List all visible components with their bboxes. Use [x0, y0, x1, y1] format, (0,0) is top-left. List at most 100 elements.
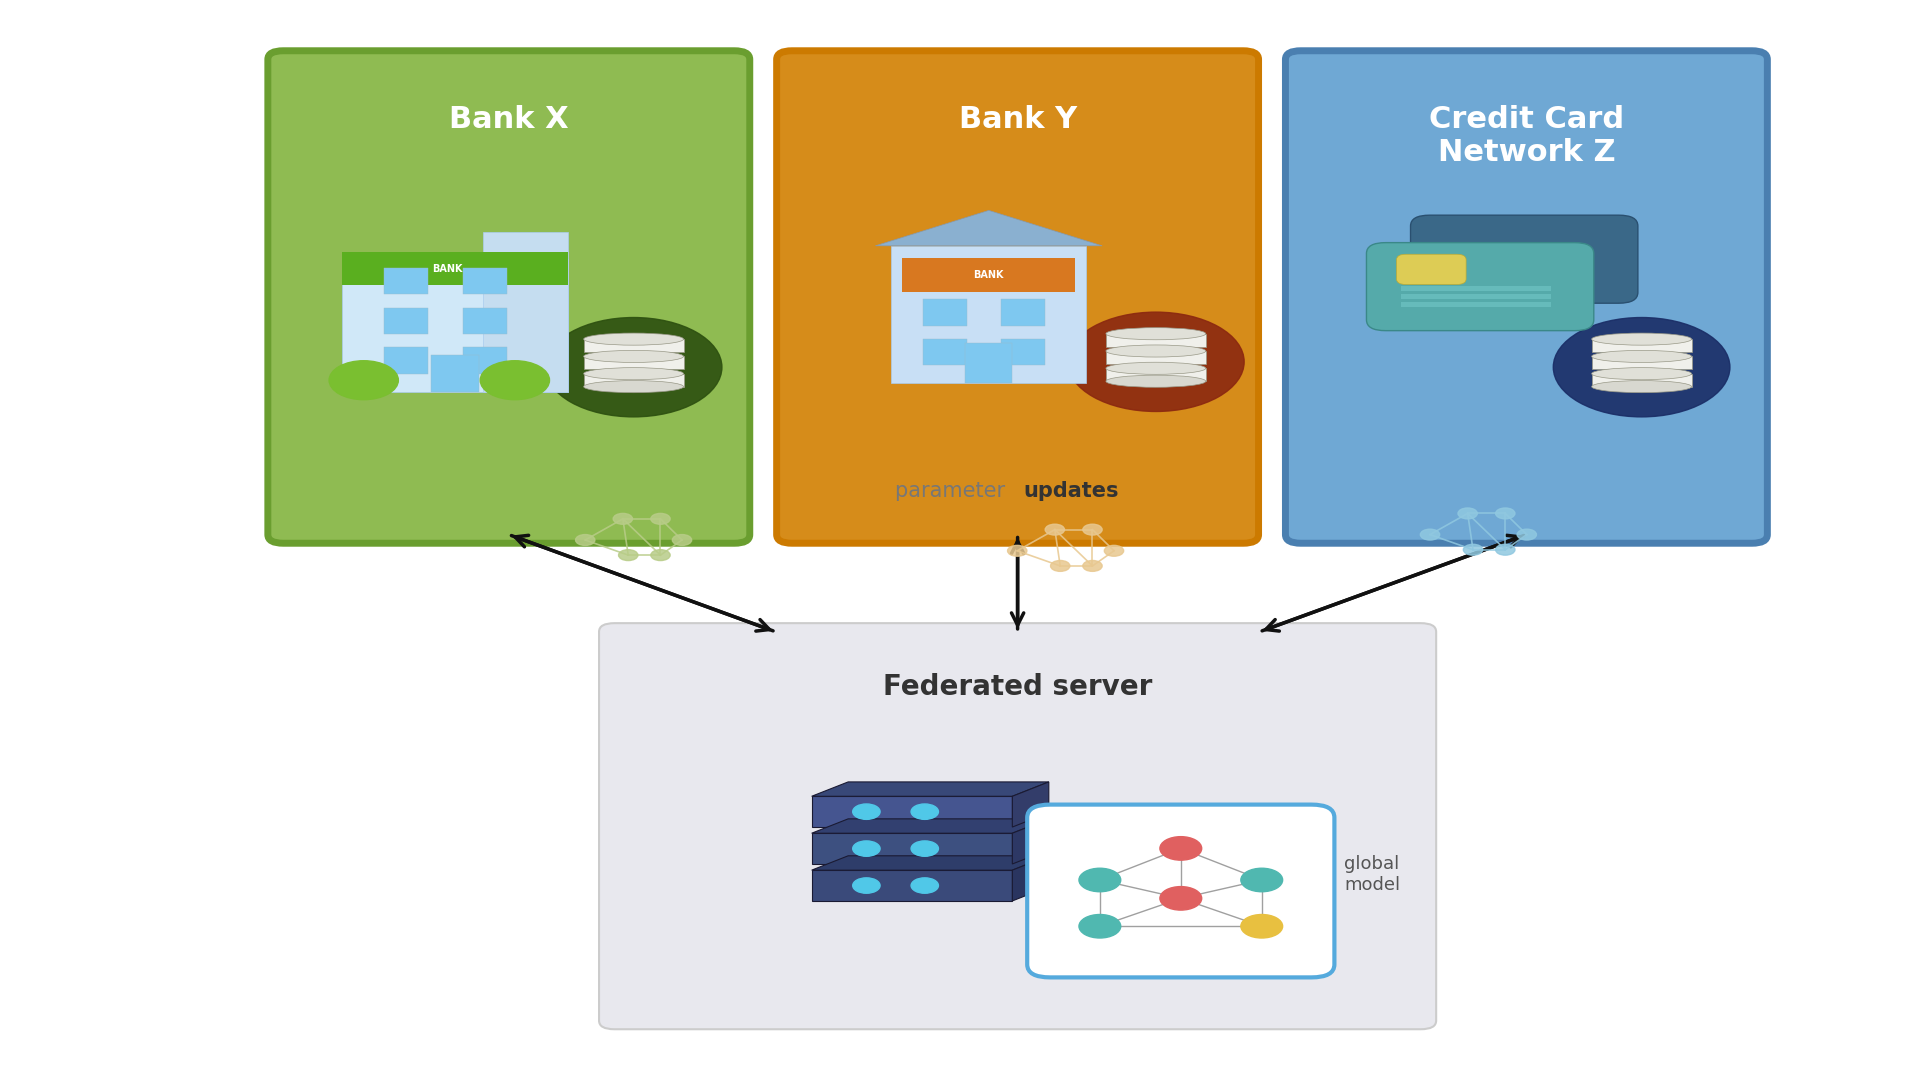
FancyBboxPatch shape [1286, 51, 1766, 543]
Circle shape [1083, 561, 1102, 571]
Circle shape [328, 361, 397, 400]
Bar [1106, 351, 1206, 364]
Circle shape [672, 535, 691, 545]
Bar [584, 356, 684, 369]
Ellipse shape [584, 350, 684, 363]
Ellipse shape [1592, 380, 1692, 393]
Circle shape [612, 513, 632, 524]
Polygon shape [1012, 819, 1048, 864]
Circle shape [1160, 837, 1202, 860]
Bar [812, 870, 1012, 901]
Circle shape [651, 513, 670, 524]
Ellipse shape [1106, 362, 1206, 375]
Bar [584, 339, 684, 352]
Circle shape [576, 535, 595, 545]
Circle shape [1463, 544, 1482, 555]
Circle shape [1457, 508, 1476, 518]
Ellipse shape [1592, 367, 1692, 380]
Bar [342, 252, 568, 285]
Circle shape [651, 550, 670, 561]
Bar [1402, 294, 1551, 298]
Text: Federated server: Federated server [883, 673, 1152, 701]
Bar [812, 834, 1012, 864]
Bar [1002, 299, 1046, 325]
Ellipse shape [1592, 333, 1692, 346]
Ellipse shape [584, 333, 684, 346]
Circle shape [852, 841, 879, 856]
Bar [463, 308, 507, 334]
Ellipse shape [1592, 350, 1692, 363]
Bar [463, 348, 507, 374]
Polygon shape [812, 855, 1048, 870]
Circle shape [1517, 529, 1536, 540]
Circle shape [1079, 868, 1121, 892]
Bar [924, 299, 968, 325]
Text: Bank Y: Bank Y [958, 105, 1077, 134]
Text: updates: updates [1023, 482, 1119, 501]
Polygon shape [876, 211, 1102, 246]
Circle shape [852, 804, 879, 820]
Circle shape [912, 841, 939, 856]
Circle shape [912, 878, 939, 893]
Bar [384, 348, 428, 374]
Circle shape [1553, 318, 1730, 417]
FancyBboxPatch shape [1396, 254, 1467, 284]
Bar [812, 796, 1012, 827]
Circle shape [1079, 915, 1121, 939]
Circle shape [1160, 887, 1202, 910]
FancyBboxPatch shape [269, 51, 749, 543]
FancyBboxPatch shape [1411, 215, 1638, 303]
Circle shape [1240, 915, 1283, 939]
Bar [966, 343, 1012, 383]
Bar [463, 268, 507, 295]
Bar [891, 246, 1087, 383]
Ellipse shape [1106, 345, 1206, 357]
Circle shape [1104, 545, 1123, 556]
Ellipse shape [584, 380, 684, 393]
Text: global
model: global model [1344, 855, 1400, 894]
Circle shape [545, 318, 722, 417]
Bar [1106, 368, 1206, 381]
Bar [384, 308, 428, 334]
Bar [342, 259, 568, 392]
Circle shape [1008, 545, 1027, 556]
Bar [1592, 356, 1692, 369]
Bar [1592, 374, 1692, 387]
Circle shape [1044, 524, 1064, 535]
Bar [384, 268, 428, 295]
Ellipse shape [1106, 327, 1206, 340]
Bar [1402, 286, 1551, 291]
Bar [432, 354, 478, 392]
Bar [924, 339, 968, 365]
Polygon shape [812, 819, 1048, 834]
Circle shape [1068, 312, 1244, 411]
Circle shape [618, 550, 637, 561]
Circle shape [1240, 868, 1283, 892]
FancyBboxPatch shape [776, 51, 1260, 543]
FancyBboxPatch shape [599, 623, 1436, 1029]
Circle shape [912, 804, 939, 820]
Polygon shape [1012, 782, 1048, 827]
Circle shape [1421, 529, 1440, 540]
Bar [1106, 334, 1206, 347]
Text: Credit Card
Network Z: Credit Card Network Z [1428, 105, 1624, 167]
Circle shape [1496, 508, 1515, 518]
Circle shape [480, 361, 549, 400]
Bar [902, 258, 1075, 292]
Ellipse shape [584, 367, 684, 380]
Bar [1002, 339, 1046, 365]
Polygon shape [812, 782, 1048, 796]
Bar [1592, 339, 1692, 352]
Text: BANK: BANK [973, 270, 1004, 280]
FancyBboxPatch shape [1027, 805, 1334, 977]
Polygon shape [1012, 855, 1048, 901]
Circle shape [852, 878, 879, 893]
Circle shape [1496, 544, 1515, 555]
Text: BANK: BANK [432, 264, 463, 273]
Bar [1402, 302, 1551, 307]
Circle shape [1050, 561, 1069, 571]
Text: Bank X: Bank X [449, 105, 568, 134]
Circle shape [1083, 524, 1102, 535]
Bar [584, 374, 684, 387]
Text: parameter: parameter [895, 482, 1012, 501]
